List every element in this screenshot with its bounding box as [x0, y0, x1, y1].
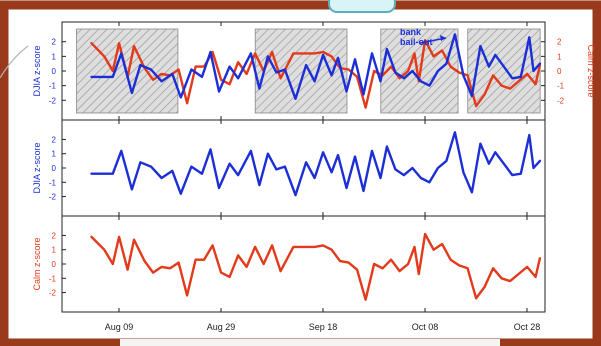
ytick-label: 1 [52, 150, 57, 159]
ytick-label: -2 [49, 193, 57, 202]
xtick-label: Aug 29 [207, 322, 236, 332]
xtick-label: Sep 18 [309, 322, 338, 332]
bank-bailout-annotation: bank bail-out [400, 27, 447, 47]
panel3-ylabel: Calm z-score [32, 237, 42, 290]
curl-decoration [0, 45, 29, 79]
ytick-label: 0 [52, 260, 57, 269]
series-line-djia-panel2 [90, 131, 542, 197]
panel-calm [61, 215, 546, 313]
ytick-label: 1 [52, 52, 57, 61]
top-badge [328, 0, 396, 13]
ytick-label: 2 [52, 135, 57, 144]
xtick-label: Oct 28 [514, 322, 541, 332]
ytick-label-right: -2 [557, 96, 565, 105]
bottom-strip [120, 339, 500, 346]
annotation-line-2: bail-out [400, 37, 433, 47]
panel1-left-ylabel: DJIA z-score [32, 45, 42, 96]
ytick-label: -2 [49, 96, 57, 105]
annotation-arrow-head [440, 35, 446, 41]
ytick-label: 1 [52, 246, 57, 255]
ytick-label: 2 [52, 38, 57, 47]
series-line-djia-panel1 [90, 33, 542, 101]
ytick-label: -1 [49, 82, 57, 91]
ytick-label-right: 0 [557, 67, 562, 76]
series-line-calm-panel3 [90, 232, 542, 301]
annotation-line-1: bank [400, 27, 422, 37]
ytick-label: -1 [49, 178, 57, 187]
shaded-period-2 [254, 28, 348, 114]
xtick-label: Aug 09 [105, 322, 134, 332]
axes: -2 -2 -1 -1 0 0 1 1 2 2 -2 -1 0 1 2 -2 -1 0 1 2 Aug 09 Aug 29… [49, 22, 565, 332]
xtick-label: Oct 08 [412, 322, 439, 332]
ytick-label: 0 [52, 67, 57, 76]
ytick-label: -2 [49, 289, 57, 298]
series-layer [90, 33, 542, 301]
ytick-label: -1 [49, 274, 57, 283]
ytick-label: 2 [52, 231, 57, 240]
ytick-label-right: -1 [557, 82, 565, 91]
panel1-right-ylabel: Calm z-score [586, 44, 596, 97]
ytick-label-right: 1 [557, 52, 562, 61]
ytick-label-right: 2 [557, 38, 562, 47]
ytick-label: 0 [52, 164, 57, 173]
panel2-ylabel: DJIA z-score [32, 142, 42, 193]
